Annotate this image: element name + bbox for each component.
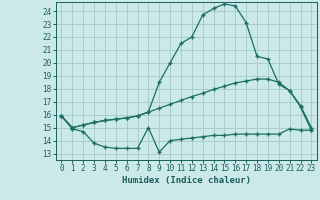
X-axis label: Humidex (Indice chaleur): Humidex (Indice chaleur) [122, 176, 251, 185]
